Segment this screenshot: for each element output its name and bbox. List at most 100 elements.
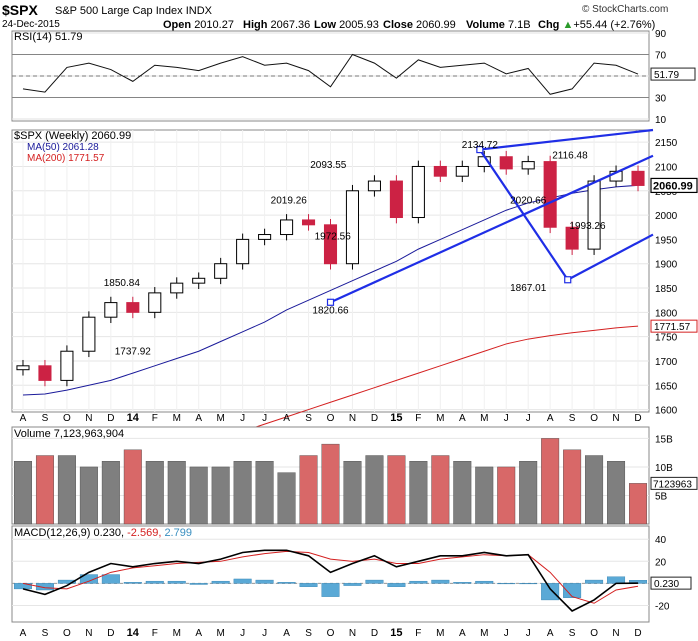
x-tick-label: O xyxy=(63,628,71,639)
macd-signal-line xyxy=(22,550,639,604)
x-tick-label: S xyxy=(42,413,49,424)
macd-histogram-bar xyxy=(233,578,252,584)
volume-bar xyxy=(299,455,318,525)
price-tick-label: 1750 xyxy=(655,333,678,344)
ma200-value-tag xyxy=(650,319,698,333)
macd-histogram-bar xyxy=(57,579,76,584)
macd-histogram-bar xyxy=(541,583,560,601)
candle-body xyxy=(38,365,52,381)
price-annotation: 1737.92 xyxy=(115,346,152,357)
price-annotation: 1820.66 xyxy=(312,305,349,316)
x-tick-label: 15 xyxy=(390,627,402,639)
macd-histogram-bar xyxy=(453,582,472,584)
x-tick-label: J xyxy=(240,413,245,424)
x-tick-label: A xyxy=(283,413,290,424)
price-annotation: 2020.66 xyxy=(510,196,547,207)
macd-histogram-bar xyxy=(255,579,274,584)
x-tick-label: D xyxy=(107,413,114,424)
exchange: INDX xyxy=(185,5,212,17)
volume-bar xyxy=(101,461,120,525)
x-tick-label: 14 xyxy=(127,412,140,424)
candle-body xyxy=(214,263,228,279)
x-tick-label: J xyxy=(240,628,245,639)
macd-histogram-bar xyxy=(607,576,626,584)
x-tick-label: D xyxy=(371,413,378,424)
candle-body xyxy=(60,350,74,381)
price-panel: 2150210020502000195019001850180017501700… xyxy=(11,128,698,488)
x-tick-label: N xyxy=(349,413,356,424)
candle-body xyxy=(16,365,30,371)
open-value: 2010.27 xyxy=(194,19,234,31)
volume-bar xyxy=(321,443,340,525)
macd-histogram-bar xyxy=(13,583,32,590)
price-tick-label: 1700 xyxy=(655,357,678,368)
rsi-tick-label: 70 xyxy=(655,51,667,62)
x-tick-label: M xyxy=(436,413,444,424)
trend-channel-lower xyxy=(330,154,654,304)
volume-bar xyxy=(167,461,186,525)
close-quote: Close 2060.99 xyxy=(383,19,456,31)
volume-bar xyxy=(211,466,230,525)
x-tick-label: D xyxy=(371,628,378,639)
x-tick-label: S xyxy=(305,413,312,424)
macd-histogram-bar xyxy=(497,583,516,585)
x-tick-label: F xyxy=(415,413,421,424)
volume-bar xyxy=(563,449,582,525)
macd-label: MACD(12,26,9) 0.230, -2.569, 2.799 xyxy=(14,527,192,539)
x-tick-label: N xyxy=(85,628,92,639)
brand-logo: © StockCharts.com xyxy=(582,4,669,15)
volume-bar xyxy=(343,461,362,525)
volume-bar xyxy=(13,461,32,525)
rsi-panel: 907050301051.79 xyxy=(11,29,696,126)
volume-bar xyxy=(497,466,516,525)
macd-histogram-bar xyxy=(299,583,318,587)
volume-label-text: Volume 7,123,963,904 xyxy=(14,428,124,440)
volume-bar xyxy=(255,461,274,525)
swing-line-down xyxy=(478,148,569,281)
volume-bar xyxy=(453,461,472,525)
macd-value-label: 0.230 xyxy=(654,579,679,590)
x-tick-label: D xyxy=(107,628,114,639)
trend-channel-recent xyxy=(567,233,654,281)
price-tick-label: 1950 xyxy=(655,235,678,246)
macd-histogram-bar xyxy=(475,580,494,584)
x-tick-label: S xyxy=(569,628,576,639)
close-label: Close xyxy=(383,19,413,31)
x-tick-label: A xyxy=(459,628,466,639)
volume-bar xyxy=(145,461,164,525)
volume-tick-label: 10B xyxy=(655,463,673,474)
chart-date: 24-Dec-2015 xyxy=(2,19,60,30)
macd-histogram-bar xyxy=(211,580,230,584)
up-arrow-icon: ▲ xyxy=(562,19,574,31)
price-tick-label: 2100 xyxy=(655,162,678,173)
price-annotation: 1850.84 xyxy=(104,278,141,289)
x-tick-label: O xyxy=(327,628,335,639)
x-tick-label: N xyxy=(612,628,619,639)
macd-histogram-bar xyxy=(145,580,164,584)
volume-bar xyxy=(233,461,252,525)
x-tick-label: D xyxy=(634,628,641,639)
x-tick-label: M xyxy=(480,628,488,639)
macd-histogram-bar xyxy=(123,582,142,584)
change-quote: Chg ▲+55.44 (+2.76%) xyxy=(538,19,655,31)
macd-line xyxy=(22,549,639,612)
volume-bar xyxy=(519,461,538,525)
rsi-label: RSI(14) 51.79 xyxy=(14,31,82,43)
x-tick-label: S xyxy=(569,413,576,424)
volume-bar xyxy=(79,466,98,525)
volume-bar xyxy=(629,483,648,525)
price-annotation: 1867.01 xyxy=(510,283,547,294)
ma200-value-label: 1771.57 xyxy=(654,322,691,333)
ma50-label: MA(50) 2061.28 xyxy=(27,142,99,153)
volume-tick-label: 15B xyxy=(655,434,673,445)
x-axis: A S O N D 14 F M A M J J A S O N D 15 F M A M J J A S O N D A S O N D 14 F M… xyxy=(20,412,642,639)
candle-body xyxy=(192,277,206,284)
x-tick-label: O xyxy=(590,413,598,424)
macd-histogram-bar xyxy=(35,583,54,591)
candle-body xyxy=(82,316,96,352)
macd-histogram-bar xyxy=(277,582,296,584)
volume-value-tag xyxy=(650,476,698,490)
volume-bar xyxy=(431,455,450,525)
price-tick-label: 1850 xyxy=(655,284,678,295)
macd-histogram-bar xyxy=(387,583,406,587)
